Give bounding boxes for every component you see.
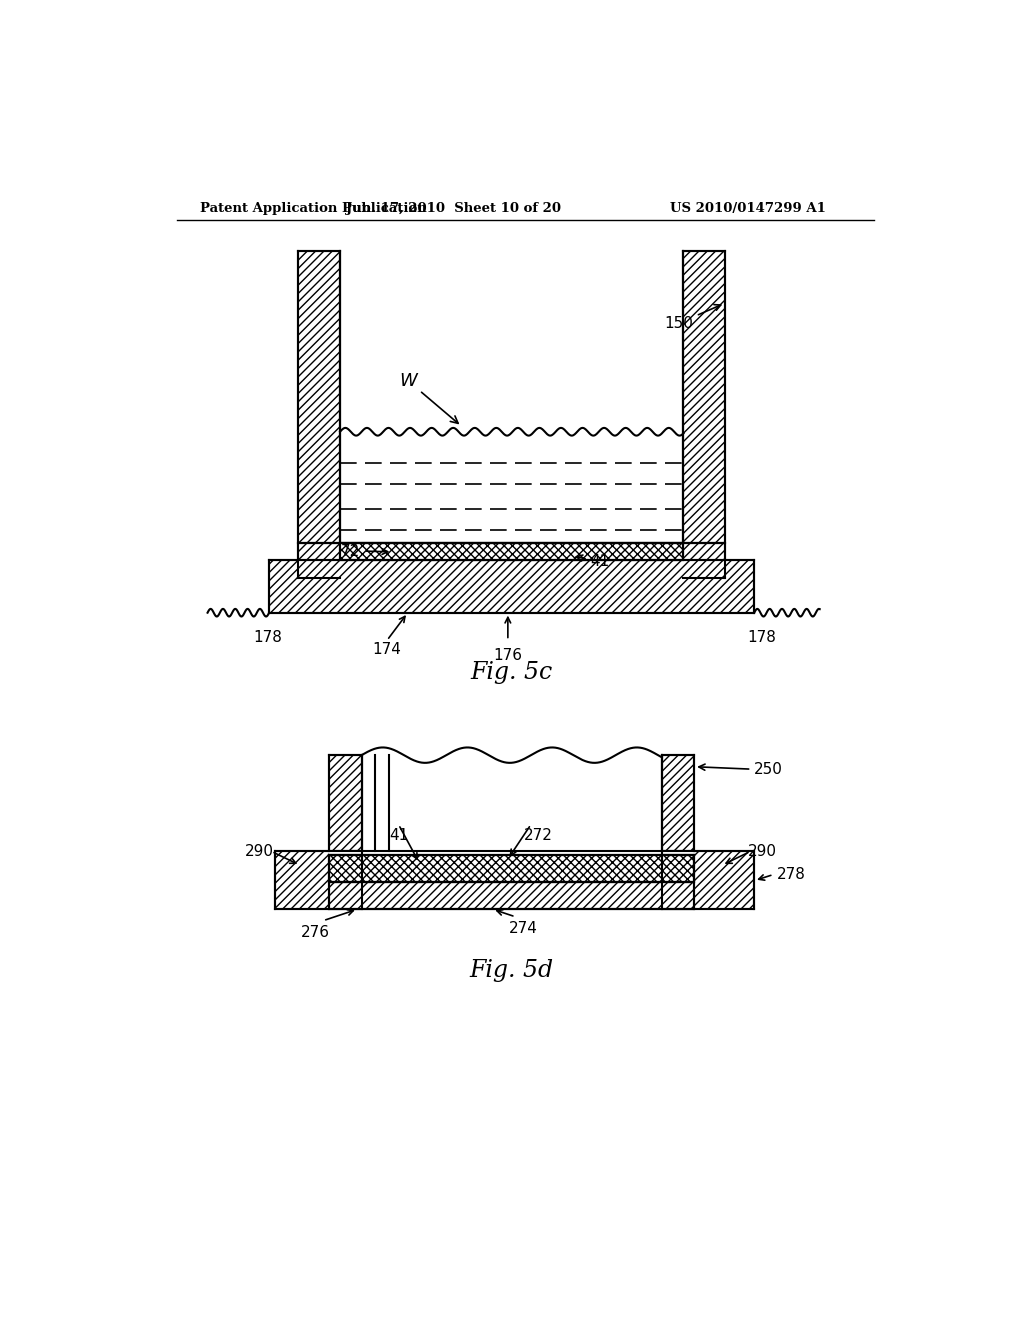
Text: 274: 274 (509, 921, 538, 936)
Text: US 2010/0147299 A1: US 2010/0147299 A1 (670, 202, 825, 215)
Text: Patent Application Publication: Patent Application Publication (200, 202, 427, 215)
Text: 150: 150 (665, 305, 721, 331)
Text: Fig. 5c: Fig. 5c (471, 661, 553, 684)
Bar (330, 882, 694, 909)
Bar (330, 851, 694, 855)
Text: 290: 290 (245, 843, 273, 859)
Text: 178: 178 (746, 630, 776, 645)
Bar (340, 251, 683, 544)
Bar (361, 755, 662, 851)
Bar (330, 855, 694, 882)
Text: 250: 250 (698, 763, 783, 777)
Bar (269, 560, 755, 612)
Bar (662, 755, 694, 851)
Text: 278: 278 (777, 867, 806, 882)
Bar (298, 251, 340, 578)
Bar (330, 855, 694, 882)
Bar (683, 251, 725, 578)
Text: 178: 178 (254, 630, 283, 645)
Bar (340, 544, 683, 561)
Bar (330, 755, 361, 851)
Text: 72: 72 (341, 544, 360, 558)
Bar (662, 851, 755, 909)
Bar (275, 851, 361, 909)
Text: 41: 41 (577, 554, 610, 569)
Text: 276: 276 (301, 925, 330, 940)
Bar (340, 544, 683, 561)
Text: Jun. 17, 2010  Sheet 10 of 20: Jun. 17, 2010 Sheet 10 of 20 (346, 202, 561, 215)
Bar (361, 755, 662, 851)
Text: 290: 290 (749, 843, 777, 859)
Text: 41: 41 (389, 829, 409, 843)
Bar (340, 251, 683, 432)
Text: 176: 176 (494, 648, 522, 663)
Text: Fig. 5d: Fig. 5d (470, 960, 554, 982)
Text: W: W (399, 371, 458, 424)
Text: 174: 174 (373, 642, 401, 657)
Text: 272: 272 (524, 829, 553, 843)
